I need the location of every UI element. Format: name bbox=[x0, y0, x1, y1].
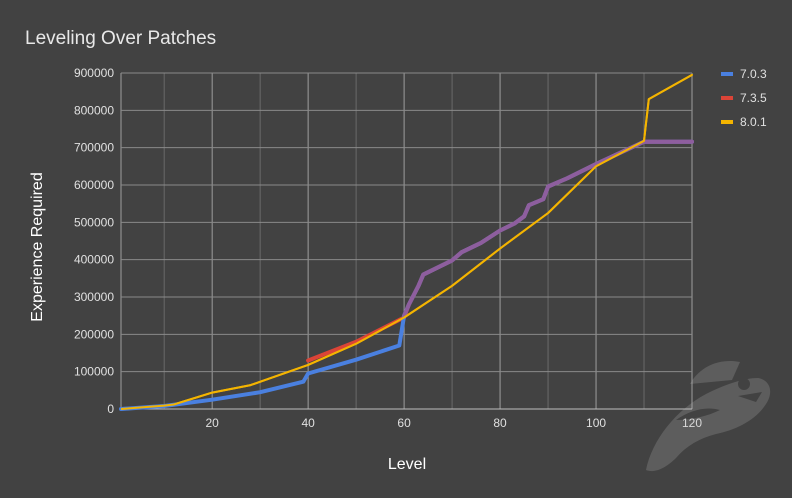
legend-label: 7.0.3 bbox=[740, 67, 767, 81]
x-tick-label: 120 bbox=[682, 416, 702, 430]
series-lines bbox=[119, 73, 694, 411]
y-axis-label: Experience Required bbox=[29, 172, 46, 321]
series-line-7-0-3 bbox=[119, 139, 694, 411]
y-tick-label: 800000 bbox=[74, 103, 114, 117]
legend-label: 8.0.1 bbox=[740, 115, 767, 129]
series-line-8-0-1 bbox=[120, 73, 693, 410]
x-tick-label: 100 bbox=[586, 416, 606, 430]
y-tick-label: 100000 bbox=[74, 365, 114, 379]
chart-legend: 7.0.3 7.3.5 8.0.1 bbox=[721, 67, 767, 129]
x-axis-ticks: 20 40 60 80 100 120 bbox=[205, 416, 702, 430]
x-axis-label: Level bbox=[388, 456, 426, 473]
y-tick-label: 300000 bbox=[74, 290, 114, 304]
chart-title: Leveling Over Patches bbox=[25, 28, 216, 49]
y-tick-label: 900000 bbox=[74, 66, 114, 80]
x-tick-label: 60 bbox=[397, 416, 411, 430]
y-tick-label: 700000 bbox=[74, 141, 114, 155]
x-tick-label: 40 bbox=[301, 416, 315, 430]
shark-logo-watermark bbox=[646, 360, 771, 472]
y-tick-label: 0 bbox=[107, 402, 114, 416]
x-tick-label: 80 bbox=[493, 416, 507, 430]
y-tick-label: 200000 bbox=[74, 327, 114, 341]
y-tick-label: 600000 bbox=[74, 178, 114, 192]
y-axis-ticks: 0 100000 200000 300000 400000 500000 600000 700… bbox=[74, 66, 114, 416]
y-tick-label: 400000 bbox=[74, 253, 114, 267]
legend-label: 7.3.5 bbox=[740, 91, 767, 105]
series-line-8-0-1-top bbox=[120, 74, 693, 410]
chart-grid bbox=[120, 72, 693, 410]
x-tick-label: 20 bbox=[205, 416, 219, 430]
series-overlap-line bbox=[402, 139, 694, 318]
y-tick-label: 500000 bbox=[74, 215, 114, 229]
